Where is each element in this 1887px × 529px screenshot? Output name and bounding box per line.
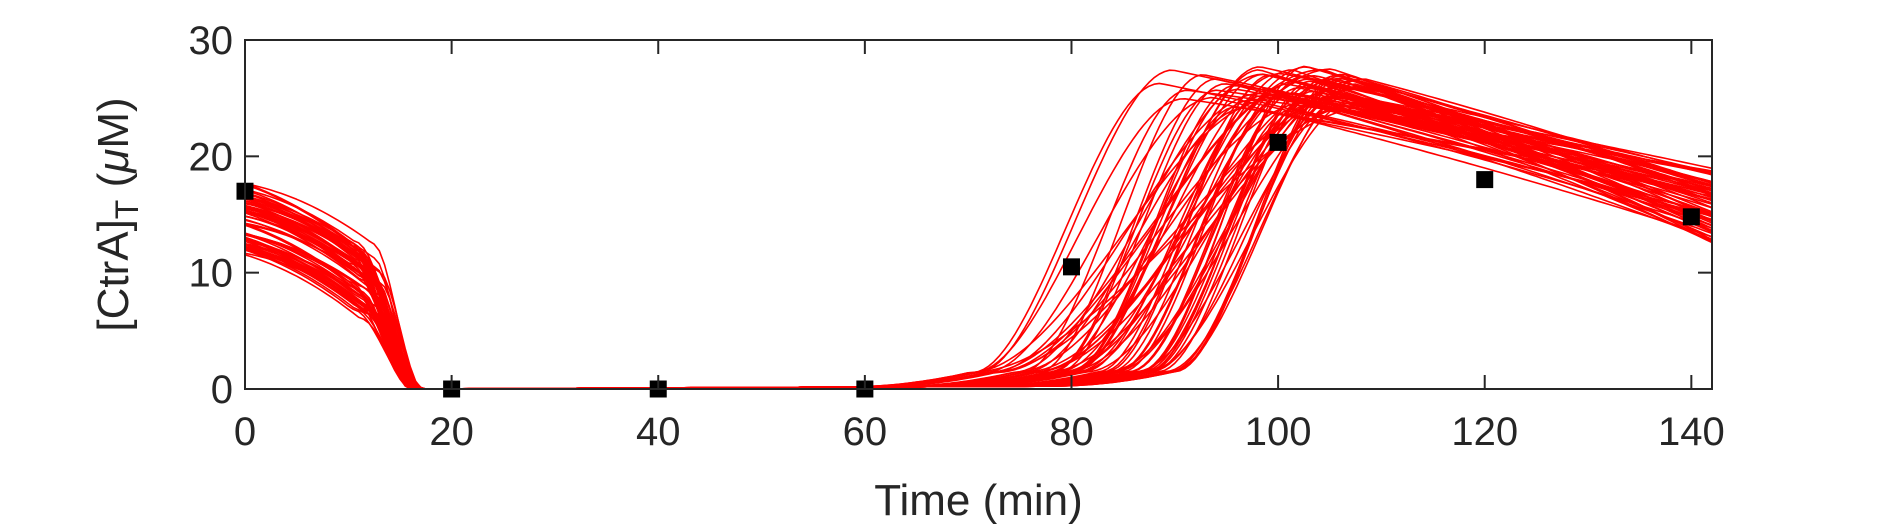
y-axis-title-prefix: [CtrA] bbox=[89, 219, 138, 331]
y-axis-title: [CtrA]T (μM) bbox=[89, 97, 145, 331]
y-tick-label: 0 bbox=[211, 368, 233, 412]
simulation-lines bbox=[244, 65, 1713, 390]
data-points bbox=[236, 133, 1700, 398]
x-tick-label: 120 bbox=[1451, 410, 1518, 454]
simulation-line bbox=[244, 66, 1713, 390]
y-tick-label: 20 bbox=[189, 135, 234, 179]
data-point bbox=[1062, 258, 1080, 276]
data-point bbox=[1476, 171, 1494, 189]
x-tick-label: 40 bbox=[636, 410, 681, 454]
simulation-line bbox=[244, 73, 1713, 390]
y-axis-title-subscript: T bbox=[109, 200, 145, 220]
y-axis-title-unit-greek: μ bbox=[89, 149, 138, 174]
x-tick-label: 20 bbox=[429, 410, 474, 454]
y-tick-label: 10 bbox=[189, 252, 234, 296]
y-tick-label: 30 bbox=[189, 19, 234, 63]
data-point bbox=[1682, 208, 1700, 226]
y-axis-title-unit-open: ( bbox=[89, 172, 138, 199]
x-axis-title: Time (min) bbox=[874, 476, 1083, 525]
simulation-line bbox=[244, 73, 1713, 390]
x-tick-label: 140 bbox=[1658, 410, 1725, 454]
simulation-line bbox=[244, 66, 1713, 390]
x-tick-label: 0 bbox=[234, 410, 256, 454]
axis-ticks bbox=[244, 39, 1712, 390]
x-tick-label: 60 bbox=[843, 410, 888, 454]
plot-area-box bbox=[244, 39, 1713, 390]
simulation-line bbox=[244, 72, 1713, 390]
data-point bbox=[1269, 133, 1287, 151]
y-axis-title-unit-rest: M) bbox=[89, 97, 138, 148]
x-tick-label: 100 bbox=[1245, 410, 1312, 454]
x-tick-labels: 0 20 40 60 80 100 120 140 bbox=[234, 410, 1725, 454]
simulation-line bbox=[244, 86, 1713, 390]
x-tick-label: 80 bbox=[1049, 410, 1094, 454]
y-tick-labels: 0 10 20 30 bbox=[189, 19, 234, 412]
